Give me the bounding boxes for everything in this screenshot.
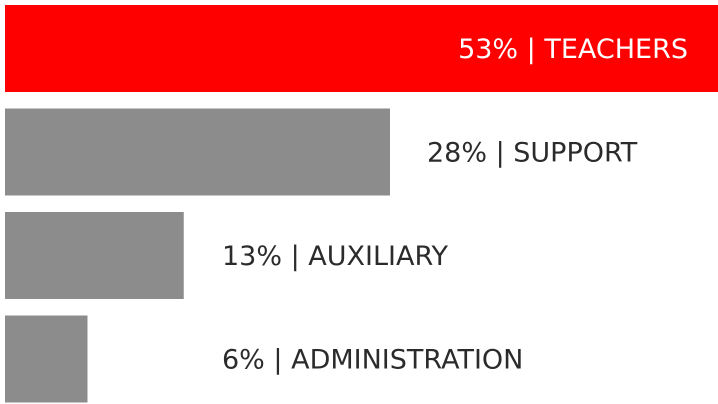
- bar-label: 13% | AUXILIARY: [222, 241, 448, 272]
- bar-label: 6% | ADMINISTRATION: [222, 345, 523, 376]
- bar-label: 53% | TEACHERS: [458, 34, 688, 65]
- bar: [5, 315, 88, 403]
- bar: [5, 5, 718, 92]
- bar-label: 28% | SUPPORT: [427, 138, 638, 169]
- bar: [5, 212, 184, 299]
- bar: [5, 108, 390, 196]
